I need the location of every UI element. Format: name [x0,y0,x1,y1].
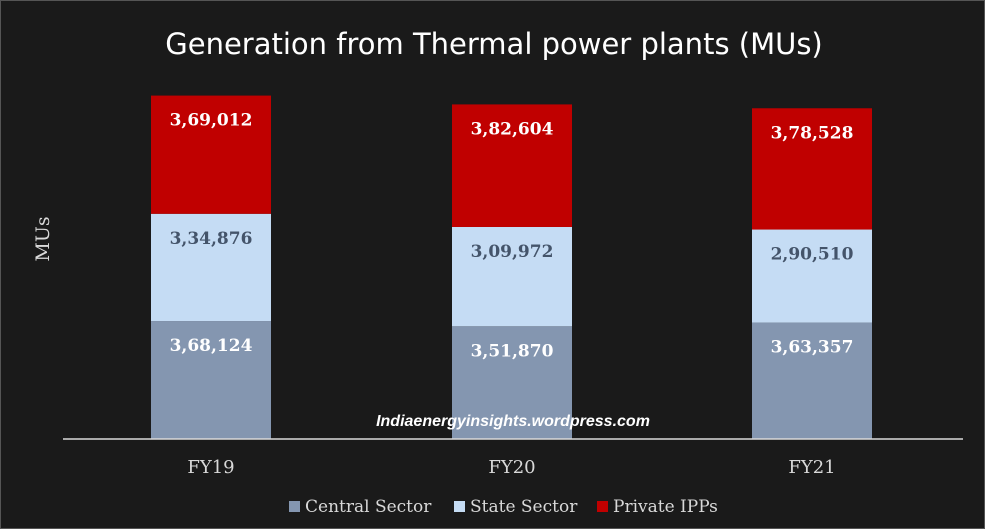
y-axis-label: MUs [32,216,54,261]
bar-fy21-central-sector [752,322,872,439]
x-tick-label: FY20 [488,457,535,478]
chart-title: Generation from Thermal power plants (MU… [165,27,823,61]
data-label-fy19-central-sector: 3,68,124 [170,336,253,356]
x-tick-labels: FY19 FY20 FY21 [187,457,835,478]
legend-swatch-central-sector [289,501,300,512]
bars-group [151,95,872,439]
x-tick-label: FY21 [788,457,835,478]
bar-fy19-private-ipps [151,95,271,214]
legend-label-private-ipps: Private IPPs [613,497,718,517]
legend-label-state-sector: State Sector [470,497,578,517]
x-tick-label: FY19 [187,457,234,478]
legend: Central Sector State Sector Private IPPs [289,497,718,517]
data-label-fy19-private-ipps: 3,69,012 [170,111,253,131]
data-label-fy20-state-sector: 3,09,972 [471,242,554,262]
data-labels-group: 3,68,124 3,34,876 3,69,012 3,51,870 3,09,972… [170,111,854,362]
data-label-fy19-state-sector: 3,34,876 [170,229,253,249]
bar-fy19-central-sector [151,321,271,439]
data-label-fy21-central-sector: 3,63,357 [771,338,854,358]
bar-fy21-state-sector [752,229,872,323]
bar-fy19-state-sector [151,213,271,322]
bar-fy20-central-sector [452,326,572,439]
bar-fy21-private-ipps [752,108,872,230]
legend-label-central-sector: Central Sector [305,497,432,517]
bar-fy20-state-sector [452,226,572,327]
watermark: Indiaenergyinsights.wordpress.com [376,413,650,430]
data-label-fy21-state-sector: 2,90,510 [771,245,854,265]
bar-fy20-private-ipps [452,104,572,227]
data-label-fy21-private-ipps: 3,78,528 [771,123,854,143]
legend-swatch-state-sector [454,501,465,512]
data-label-fy20-private-ipps: 3,82,604 [471,119,554,139]
data-label-fy20-central-sector: 3,51,870 [471,341,554,361]
legend-swatch-private-ipps [597,501,608,512]
